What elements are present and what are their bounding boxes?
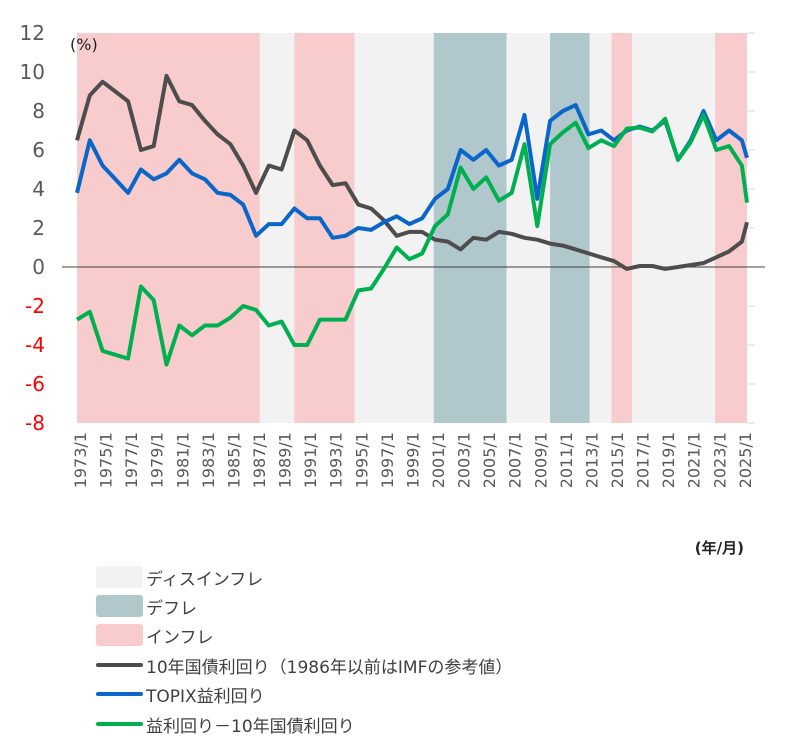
legend-item: 益利回り－10年国債利回り: [96, 712, 355, 737]
legend-item: ディスインフレ: [96, 565, 264, 590]
x-tick-label: 1999/1: [403, 432, 422, 488]
regime-band-inflation: [611, 33, 632, 423]
y-tick-label: 6: [32, 138, 45, 162]
legend-swatch: [96, 566, 143, 588]
legend-label: インフレ: [146, 627, 214, 648]
y-tick-label: 0: [32, 255, 45, 279]
x-tick-label: 2015/1: [608, 432, 627, 488]
regime-bands: [77, 33, 747, 423]
legend-item: デフレ: [96, 594, 197, 619]
x-tick-label: 1993/1: [327, 432, 346, 488]
chart: 12 10 8 6 4 2 0 -2 -4 -6 -8 1973/1 1975/1 1977/1 1979…: [20, 21, 765, 557]
y-tick-label: -8: [25, 411, 45, 435]
x-tick-label: 2003/1: [455, 432, 474, 488]
series-line-2: [75, 112, 749, 367]
x-tick-label: 1975/1: [97, 432, 116, 488]
x-tick-label: 1989/1: [276, 432, 295, 488]
x-tick-label: 2009/1: [531, 432, 550, 488]
y-tick-label: 12: [20, 21, 45, 45]
x-tick-label: 1983/1: [199, 432, 218, 488]
legend-item: 10年国債利回り（1986年以前はIMFの参考値）: [96, 653, 513, 678]
y-tick-label: -2: [25, 294, 45, 318]
x-tick-label: 2005/1: [480, 432, 499, 488]
y-tick-label: -4: [25, 333, 45, 357]
legend-item: TOPIX益利回り: [96, 682, 265, 707]
x-unit-label: (年/月): [695, 539, 744, 557]
x-tick-label: 1997/1: [378, 432, 397, 488]
x-tick-label: 1987/1: [250, 432, 269, 488]
x-tick-label: 2025/1: [736, 432, 755, 488]
legend-item: インフレ: [96, 623, 214, 648]
x-tick-label: 1995/1: [352, 432, 371, 488]
legend-label: TOPIX益利回り: [146, 686, 265, 707]
series-line-0: [75, 73, 749, 271]
legend-label: ディスインフレ: [146, 569, 264, 590]
y-tick-label: 10: [20, 60, 45, 84]
y-tick-label: -6: [25, 372, 45, 396]
regime-band-deflation: [433, 33, 507, 423]
legend-swatch: [96, 722, 143, 726]
x-tick-label: 2007/1: [506, 432, 525, 488]
legend-swatch: [96, 624, 143, 646]
y-axis: 12 10 8 6 4 2 0 -2 -4 -6 -8: [20, 21, 755, 435]
legend-swatch: [96, 663, 143, 667]
legend-label: デフレ: [146, 598, 197, 619]
x-tick-label: 2019/1: [659, 432, 678, 488]
x-tick-label: 2023/1: [710, 432, 729, 488]
series-lines: [75, 73, 749, 367]
x-axis: 1973/1 1975/1 1977/1 1979/1 1981/1 1983/1 1985…: [71, 432, 755, 488]
x-tick-label: 1973/1: [71, 432, 90, 488]
legend-swatch: [96, 595, 143, 617]
x-tick-label: 1979/1: [148, 432, 167, 488]
x-tick-label: 2011/1: [557, 432, 576, 488]
x-tick-label: 2013/1: [582, 432, 601, 488]
x-tick-label: 1991/1: [301, 432, 320, 488]
x-tick-label: 2001/1: [429, 432, 448, 488]
y-tick-label: 8: [32, 99, 45, 123]
regime-band-deflation: [550, 33, 590, 423]
x-tick-label: 1981/1: [173, 432, 192, 488]
regime-band-inflation: [715, 33, 747, 423]
x-tick-label: 1985/1: [224, 432, 243, 488]
y-tick-label: 4: [32, 177, 45, 201]
regime-band-disinflation: [631, 33, 716, 423]
unit-label: (%): [70, 35, 98, 54]
y-tick-label: 2: [32, 216, 45, 240]
legend-label: 益利回り－10年国債利回り: [146, 716, 355, 737]
legend-label: 10年国債利回り（1986年以前はIMFの参考値）: [146, 657, 513, 678]
legend-swatch: [96, 692, 143, 696]
regime-band-disinflation: [506, 33, 551, 423]
x-tick-label: 2017/1: [634, 432, 653, 488]
regime-band-disinflation: [589, 33, 612, 423]
x-tick-label: 2021/1: [685, 432, 704, 488]
x-tick-label: 1977/1: [122, 432, 141, 488]
